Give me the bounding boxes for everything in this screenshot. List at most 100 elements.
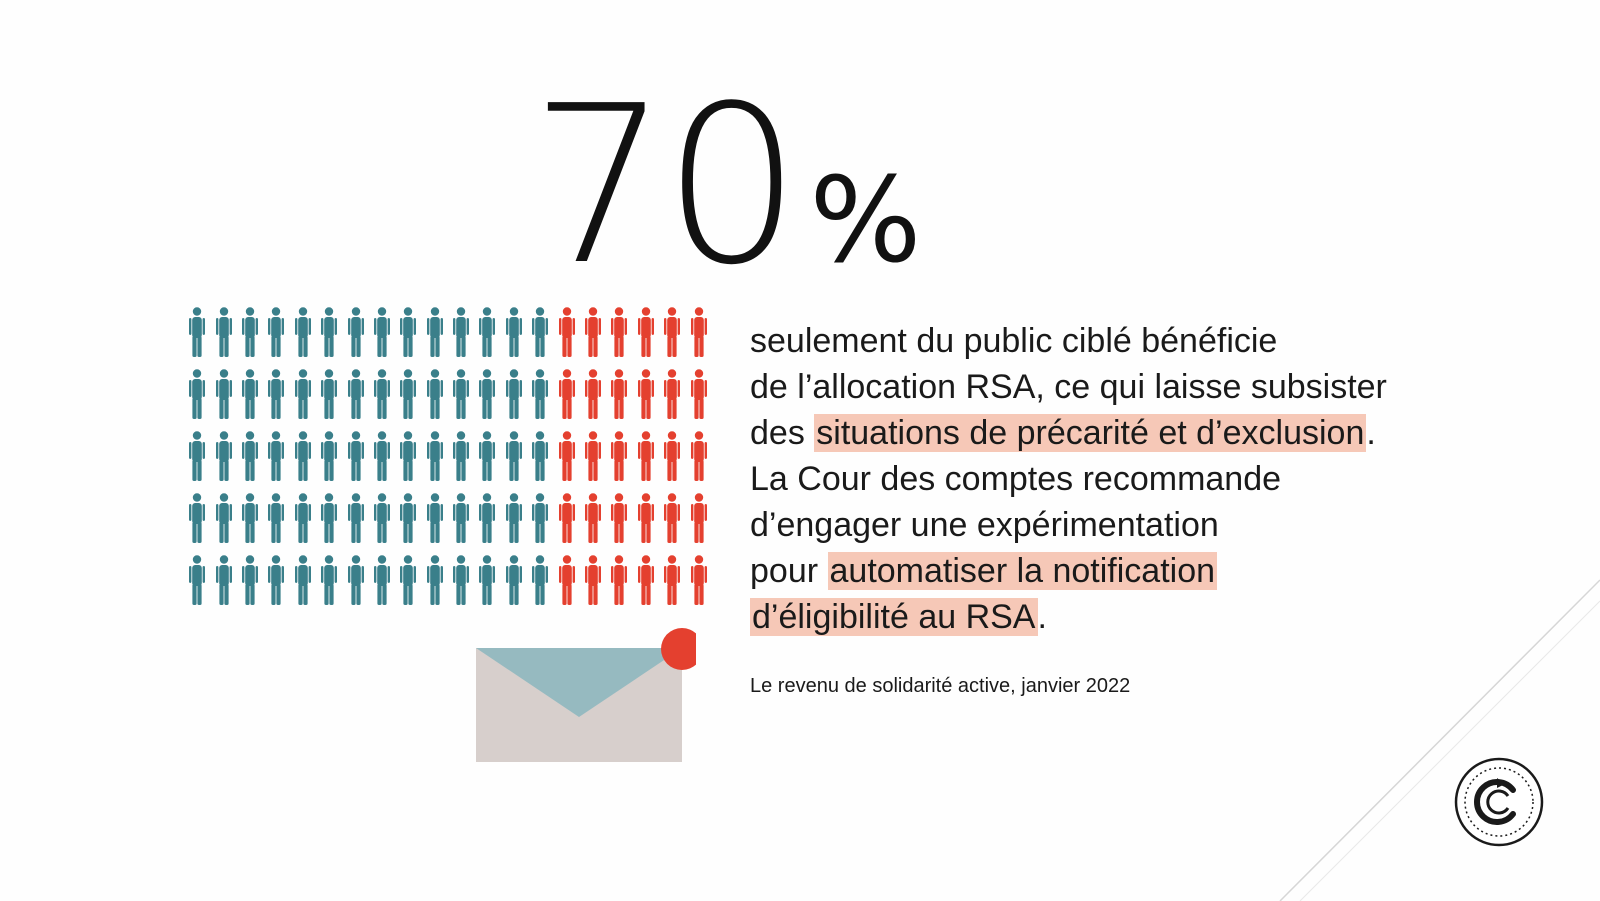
person-icon-highlighted — [553, 555, 579, 617]
person-icon — [210, 493, 236, 555]
person-icon — [184, 431, 210, 493]
body-line-3: des situations de précarité et d’exclusi… — [750, 410, 1387, 456]
person-icon-highlighted — [606, 369, 632, 431]
person-icon-highlighted — [553, 431, 579, 493]
person-icon-highlighted — [659, 431, 685, 493]
person-icon — [501, 555, 527, 617]
person-icon — [237, 431, 263, 493]
person-icon-highlighted — [659, 493, 685, 555]
person-icon — [290, 555, 316, 617]
person-icon — [501, 369, 527, 431]
person-icon — [184, 555, 210, 617]
highlight-automate: automatiser la notification — [827, 552, 1218, 590]
person-icon-highlighted — [659, 555, 685, 617]
notification-dot — [661, 628, 696, 670]
person-icon — [342, 493, 368, 555]
person-icon — [263, 555, 289, 617]
person-icon — [316, 493, 342, 555]
person-icon — [474, 493, 500, 555]
body-line-7: d’éligibilité au RSA. — [750, 594, 1387, 640]
person-icon — [316, 555, 342, 617]
person-icon — [369, 555, 395, 617]
person-icon — [316, 307, 342, 369]
person-icon — [263, 431, 289, 493]
person-icon-highlighted — [553, 307, 579, 369]
person-icon — [448, 555, 474, 617]
body-line-3-pre: des — [750, 414, 815, 452]
person-icon — [395, 555, 421, 617]
person-icon-highlighted — [685, 431, 711, 493]
source-citation: Le revenu de solidarité active, janvier … — [750, 675, 1131, 697]
body-line-6-pre: pour — [750, 552, 828, 590]
person-icon — [369, 369, 395, 431]
person-icon — [184, 493, 210, 555]
person-icon — [184, 369, 210, 431]
person-icon — [342, 307, 368, 369]
person-icon-highlighted — [580, 493, 606, 555]
headline: 70 % — [530, 78, 922, 296]
person-icon-highlighted — [580, 369, 606, 431]
pictogram-grid — [184, 307, 712, 617]
person-icon — [527, 369, 553, 431]
person-icon — [527, 555, 553, 617]
person-icon — [342, 431, 368, 493]
cour-des-comptes-seal — [1454, 757, 1544, 847]
person-icon-highlighted — [606, 431, 632, 493]
person-icon — [342, 555, 368, 617]
body-line-7-post: . — [1037, 598, 1047, 636]
person-icon — [474, 307, 500, 369]
headline-unit: % — [809, 151, 922, 289]
body-line-5: d’engager une expérimentation — [750, 506, 1219, 544]
person-icon — [448, 431, 474, 493]
person-icon — [263, 493, 289, 555]
person-icon-highlighted — [685, 555, 711, 617]
person-icon — [474, 431, 500, 493]
person-icon — [527, 307, 553, 369]
person-icon-highlighted — [633, 307, 659, 369]
person-icon — [395, 307, 421, 369]
person-icon-highlighted — [633, 431, 659, 493]
person-icon — [263, 369, 289, 431]
person-icon — [422, 431, 448, 493]
person-icon — [237, 555, 263, 617]
highlight-eligibility: d’éligibilité au RSA — [750, 598, 1038, 636]
person-icon-highlighted — [580, 431, 606, 493]
person-icon-highlighted — [580, 307, 606, 369]
body-line-4: La Cour des comptes recommande — [750, 460, 1282, 498]
person-icon-highlighted — [633, 493, 659, 555]
person-icon — [184, 307, 210, 369]
person-icon — [448, 369, 474, 431]
person-icon — [263, 307, 289, 369]
person-icon — [501, 431, 527, 493]
person-icon — [474, 555, 500, 617]
person-icon — [316, 431, 342, 493]
person-icon-highlighted — [553, 493, 579, 555]
envelope-flap — [476, 648, 682, 717]
person-icon-highlighted — [606, 307, 632, 369]
body-text: seulement du public ciblé bénéficie de l… — [750, 318, 1387, 640]
person-icon-highlighted — [633, 369, 659, 431]
person-icon — [237, 369, 263, 431]
person-icon-highlighted — [553, 369, 579, 431]
person-icon — [422, 307, 448, 369]
person-icon — [527, 493, 553, 555]
person-icon — [237, 307, 263, 369]
headline-number: 70 — [530, 60, 801, 313]
person-icon — [290, 493, 316, 555]
person-icon — [395, 431, 421, 493]
person-icon — [395, 493, 421, 555]
body-line-1: seulement du public ciblé bénéficie — [750, 322, 1278, 360]
person-icon-highlighted — [606, 555, 632, 617]
person-icon-highlighted — [580, 555, 606, 617]
body-line-6: pour automatiser la notification — [750, 548, 1387, 594]
person-icon-highlighted — [685, 369, 711, 431]
person-icon — [210, 555, 236, 617]
person-icon — [369, 493, 395, 555]
person-icon — [210, 307, 236, 369]
person-icon — [290, 369, 316, 431]
person-icon — [210, 369, 236, 431]
person-icon — [290, 431, 316, 493]
person-icon — [422, 555, 448, 617]
person-icon-highlighted — [633, 555, 659, 617]
